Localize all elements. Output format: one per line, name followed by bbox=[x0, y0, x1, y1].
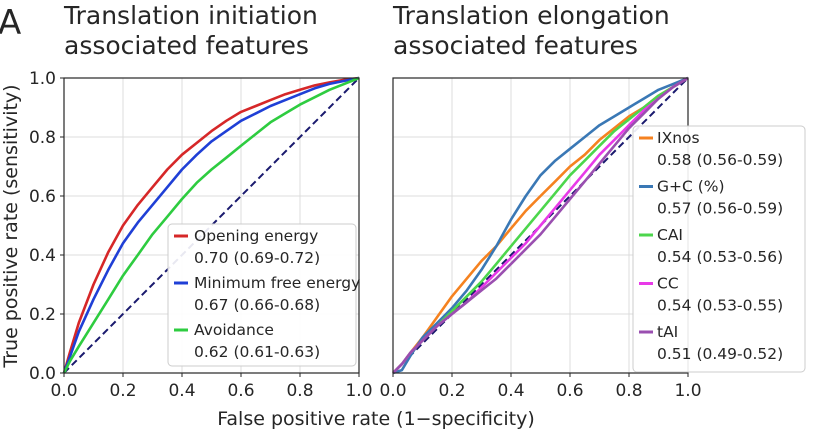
x-tick-label: 0.4 bbox=[497, 381, 524, 401]
chance-diagonal-line bbox=[63, 77, 360, 374]
x-tick-label: 0.0 bbox=[379, 381, 406, 401]
series-line-0 bbox=[62, 76, 360, 374]
x-tick-label: 0.2 bbox=[109, 381, 136, 401]
series-line-2 bbox=[62, 76, 360, 374]
y-tick-label: 0.0 bbox=[29, 364, 56, 384]
y-tick-label: 0.4 bbox=[29, 246, 56, 266]
y-tick-label: 0.2 bbox=[29, 305, 56, 325]
legend-auc-label: 0.54 (0.53-0.55) bbox=[657, 297, 783, 315]
legend-auc-label: 0.70 (0.69-0.72) bbox=[194, 249, 320, 267]
x-tick-label: 0.4 bbox=[168, 381, 195, 401]
x-tick-label: 0.8 bbox=[615, 381, 642, 401]
legend-series-name: CAI bbox=[657, 226, 683, 244]
x-tick-label: 1.0 bbox=[345, 381, 372, 401]
panel-title-line: associated features bbox=[393, 31, 638, 60]
legend-auc-label: 0.62 (0.61-0.63) bbox=[194, 343, 320, 361]
series-line-1 bbox=[62, 76, 360, 374]
series-line-1 bbox=[392, 76, 689, 375]
y-tick-label: 1.0 bbox=[29, 69, 56, 89]
x-tick-label: 0.8 bbox=[286, 381, 313, 401]
plot-frame bbox=[63, 77, 360, 374]
legend: IXnos 0.58 (0.56-0.59) G+C (%) 0.57 (0.56-0… bbox=[632, 125, 806, 373]
legend-series-name: G+C (%) bbox=[657, 178, 725, 196]
x-tick-label: 0.0 bbox=[50, 381, 77, 401]
x-tick-label: 1.0 bbox=[674, 381, 701, 401]
y-tick-label: 0.6 bbox=[29, 187, 56, 207]
x-tick-label: 0.6 bbox=[227, 381, 254, 401]
legend-auc-label: 0.57 (0.56-0.59) bbox=[657, 200, 783, 218]
panel-title-line: Translation elongation bbox=[392, 1, 670, 30]
legend-series-name: Minimum free energy bbox=[194, 274, 360, 292]
legend-box bbox=[632, 125, 806, 373]
shared-y-axis-label: True positive rate (sensitivity) bbox=[0, 84, 22, 368]
legend-auc-label: 0.54 (0.53-0.56) bbox=[657, 248, 783, 266]
legend-box bbox=[167, 223, 357, 367]
legend-series-name: IXnos bbox=[657, 129, 700, 147]
shared-x-axis-label: False positive rate (1−specificity) bbox=[217, 408, 535, 430]
y-tick-label: 0.8 bbox=[29, 128, 56, 148]
legend-series-name: Avoidance bbox=[194, 321, 274, 339]
legend-auc-label: 0.67 (0.66-0.68) bbox=[194, 296, 320, 314]
legend-auc-label: 0.51 (0.49-0.52) bbox=[657, 345, 783, 363]
legend-series-name: tAI bbox=[657, 323, 678, 341]
legend-auc-label: 0.58 (0.56-0.59) bbox=[657, 151, 783, 169]
x-tick-label: 0.6 bbox=[556, 381, 583, 401]
legend-series-name: CC bbox=[657, 275, 679, 293]
series-line-4 bbox=[392, 76, 689, 374]
legend: Opening energy 0.70 (0.69-0.72) Minimum fr… bbox=[167, 223, 360, 367]
panel-title-line: Translation initiation bbox=[63, 1, 318, 30]
panel-letter: A bbox=[0, 3, 21, 43]
x-tick-label: 0.2 bbox=[438, 381, 465, 401]
legend-series-name: Opening energy bbox=[194, 227, 318, 245]
panel-title-line: associated features bbox=[64, 31, 309, 60]
